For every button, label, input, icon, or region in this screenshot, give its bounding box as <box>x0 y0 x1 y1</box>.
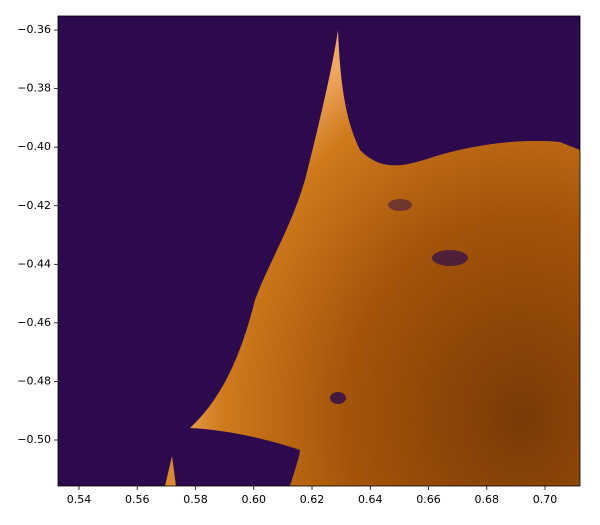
y-tick-label: −0.36 <box>17 23 51 36</box>
y-tick-label: −0.40 <box>17 140 51 153</box>
axes-frame <box>57 15 581 487</box>
fractal-sliver <box>165 456 176 486</box>
x-tick-label: 0.70 <box>533 493 558 506</box>
fractal-hole <box>330 392 346 404</box>
x-tick-label: 0.54 <box>67 493 92 506</box>
x-tick-label: 0.62 <box>300 493 325 506</box>
x-tick-label: 0.64 <box>358 493 383 506</box>
y-tick-label: −0.48 <box>17 374 51 387</box>
y-tick-label: −0.46 <box>17 316 51 329</box>
y-tick-label: −0.44 <box>17 257 51 270</box>
x-tick-label: 0.66 <box>416 493 441 506</box>
x-tick-label: 0.58 <box>183 493 208 506</box>
x-tick-label: 0.56 <box>125 493 150 506</box>
y-tick-label: −0.38 <box>17 82 51 95</box>
x-tick-label: 0.68 <box>475 493 500 506</box>
fractal-hole <box>432 250 468 266</box>
fractal-region <box>190 30 580 486</box>
y-tick-label: −0.42 <box>17 199 51 212</box>
x-tick-label: 0.60 <box>242 493 267 506</box>
y-tick-label: −0.50 <box>17 433 51 446</box>
fractal-hole <box>388 199 412 211</box>
